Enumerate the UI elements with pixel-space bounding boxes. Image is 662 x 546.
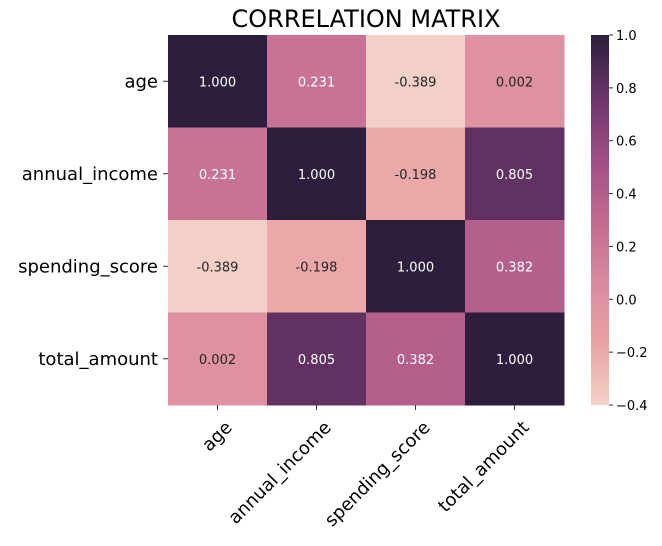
cell-value-label: 0.231	[298, 75, 335, 90]
cell-value-label: -0.389	[395, 75, 437, 90]
y-tick-label: annual_income	[22, 164, 158, 185]
cell-value-label: 0.002	[199, 353, 236, 368]
x-tick-label: total_amount	[434, 417, 533, 516]
colorbar-tick-label: 0.6	[616, 135, 637, 150]
x-tick-label: age	[198, 417, 237, 456]
cell-value-label: 1.000	[397, 260, 434, 275]
cell-value-label: 0.382	[397, 353, 434, 368]
cell-value-label: -0.198	[395, 168, 437, 183]
x-tick-label: spending_score	[321, 417, 435, 531]
heatmap-cell	[366, 220, 466, 313]
colorbar-tick-label: 1.0	[616, 29, 637, 44]
cell-value-label: -0.198	[296, 260, 338, 275]
cell-value-label: 1.000	[496, 353, 533, 368]
heatmap-cell	[366, 312, 466, 406]
heatmap-cell	[465, 220, 565, 313]
heatmap-cell	[168, 35, 268, 128]
colorbar-tick-label: −0.2	[616, 346, 648, 361]
colorbar-tick-label: 0.4	[616, 188, 637, 203]
cell-value-label: -0.389	[197, 260, 239, 275]
heatmap-cell	[267, 35, 367, 128]
colorbar-tick-label: 0.0	[616, 293, 637, 308]
colorbar-tick-label: 0.8	[616, 82, 637, 97]
heatmap-cell	[168, 312, 268, 406]
colorbar	[591, 35, 609, 405]
chart-title: CORRELATION MATRIX	[232, 5, 501, 33]
cell-value-label: 0.002	[496, 75, 533, 90]
colorbar-tick-label: −0.4	[616, 399, 648, 414]
heatmap-cell	[366, 127, 466, 221]
heatmap-cell	[465, 35, 565, 128]
cell-value-label: 1.000	[298, 168, 335, 183]
cell-value-label: 0.805	[496, 168, 533, 183]
cell-value-label: 0.382	[496, 260, 533, 275]
colorbar-tick-label: 0.2	[616, 240, 637, 255]
x-tick-label: annual_income	[224, 417, 335, 528]
heatmap-cell	[366, 35, 466, 128]
heatmap-cell	[267, 312, 367, 406]
heatmap-cell	[465, 127, 565, 221]
cell-value-label: 0.805	[298, 353, 335, 368]
y-tick-label: age	[124, 71, 158, 92]
cell-value-label: 0.231	[199, 168, 236, 183]
heatmap-cell	[267, 127, 367, 221]
heatmap-cell	[267, 220, 367, 313]
heatmap-cell	[168, 220, 268, 313]
heatmap-cell	[465, 312, 565, 406]
y-tick-label: spending_score	[18, 256, 158, 277]
cell-value-label: 1.000	[199, 75, 236, 90]
heatmap-cell	[168, 127, 268, 221]
y-tick-label: total_amount	[38, 349, 158, 370]
